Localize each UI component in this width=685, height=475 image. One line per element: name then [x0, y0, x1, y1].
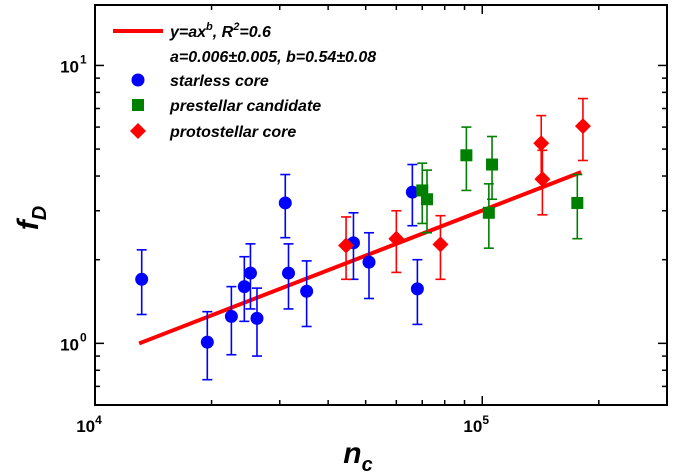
prestellar-candidate-marker	[486, 158, 499, 171]
starless-core-point	[300, 260, 314, 328]
prestellar-candidate-point	[486, 135, 499, 201]
legend-fit-label-r-val: =0.6	[239, 24, 271, 41]
legend-fit-label-main: y=ax	[169, 24, 207, 41]
x-tick-exponent: 4	[95, 413, 102, 427]
legend-fit-label-sup: b	[206, 21, 213, 33]
y-tick-base: 10	[60, 57, 79, 76]
y-tick-label: 10	[60, 335, 79, 354]
x-tick-base: 10	[463, 417, 482, 436]
y-axis-title-sub: D	[29, 206, 51, 220]
y-tick-exponent: 1	[80, 52, 87, 66]
starless-core-point	[237, 255, 251, 323]
protostellar-core-point	[574, 97, 591, 162]
y-tick-base: 10	[60, 335, 79, 354]
x-tick-label: 104	[76, 413, 102, 436]
protostellar-core-marker	[534, 171, 551, 188]
starless-core-point	[405, 163, 419, 227]
y-axis-title-main: f	[12, 217, 45, 230]
starless-core-point	[281, 243, 295, 310]
starless-core-marker	[405, 185, 419, 199]
starless-core-marker	[278, 196, 292, 210]
points-layer	[135, 97, 591, 381]
legend-protostellar-marker	[130, 123, 146, 139]
protostellar-core-point	[533, 114, 550, 179]
protostellar-core-marker	[533, 135, 550, 152]
starless-core-point	[224, 285, 238, 356]
starless-core-point	[278, 173, 292, 239]
legend-protostellar-label: protostellar core	[169, 124, 296, 141]
prestellar-candidate-marker	[482, 206, 495, 219]
legend-prestellar-marker	[132, 99, 144, 111]
starless-core-point	[410, 258, 424, 326]
protostellar-core-point	[432, 214, 449, 281]
y-tick-exponent: 0	[80, 330, 87, 344]
legend-fit-label-r: , R	[212, 24, 234, 41]
prestellar-candidate-point	[420, 169, 433, 234]
protostellar-core-point	[338, 216, 355, 281]
x-axis-title: nc	[343, 437, 372, 475]
protostellar-core-point	[534, 149, 551, 216]
prestellar-candidate-marker	[571, 196, 584, 209]
fit-line	[138, 170, 582, 346]
legend-starless-marker	[131, 73, 145, 87]
starless-core-marker	[237, 280, 251, 294]
prestellar-candidate-marker	[420, 193, 433, 206]
legend-prestellar-label: prestellar candidate	[169, 98, 321, 115]
starless-core-marker	[135, 272, 149, 286]
x-tick-label: 105	[463, 413, 489, 436]
starless-core-marker	[362, 255, 376, 269]
protostellar-core-marker	[388, 230, 405, 247]
starless-core-marker	[224, 309, 238, 323]
starless-core-marker	[200, 335, 214, 349]
protostellar-core-point	[388, 209, 405, 274]
starless-core-marker	[243, 266, 257, 280]
x-axis-title-sub: c	[362, 454, 373, 475]
x-axis-title-main: n	[343, 437, 361, 470]
prestellar-candidate-point	[460, 126, 473, 192]
legend-starless-label: starless core	[170, 73, 269, 90]
legend-fit-params: a=0.006±0.005, b=0.54±0.08	[170, 49, 376, 66]
prestellar-candidate-point	[482, 183, 495, 249]
legend-fit-label-r-sup: 2	[232, 21, 239, 33]
y-axis-title: fD	[12, 206, 51, 230]
starless-core-marker	[410, 282, 424, 296]
plot-frame	[94, 4, 668, 406]
protostellar-core-marker	[432, 236, 449, 253]
fit-layer	[138, 170, 582, 346]
legend-fit-label: y=axb, R2=0.6	[169, 21, 271, 41]
y-tick-label: 10	[60, 57, 79, 76]
starless-core-marker	[250, 311, 264, 325]
legend: y=axb, R2=0.6 a=0.006±0.005, b=0.54±0.08…	[113, 21, 376, 141]
x-tick-exponent: 5	[482, 413, 489, 427]
starless-core-marker	[281, 266, 295, 280]
starless-core-point	[250, 287, 264, 357]
starless-core-point	[135, 249, 149, 316]
protostellar-core-marker	[338, 237, 355, 254]
protostellar-core-marker	[574, 118, 591, 135]
starless-core-point	[362, 231, 376, 300]
x-tick-base: 10	[76, 417, 95, 436]
prestellar-candidate-point	[571, 173, 584, 240]
starless-core-point	[200, 310, 214, 381]
starless-core-point	[243, 243, 257, 310]
starless-core-marker	[300, 284, 314, 298]
prestellar-candidate-marker	[460, 149, 473, 162]
